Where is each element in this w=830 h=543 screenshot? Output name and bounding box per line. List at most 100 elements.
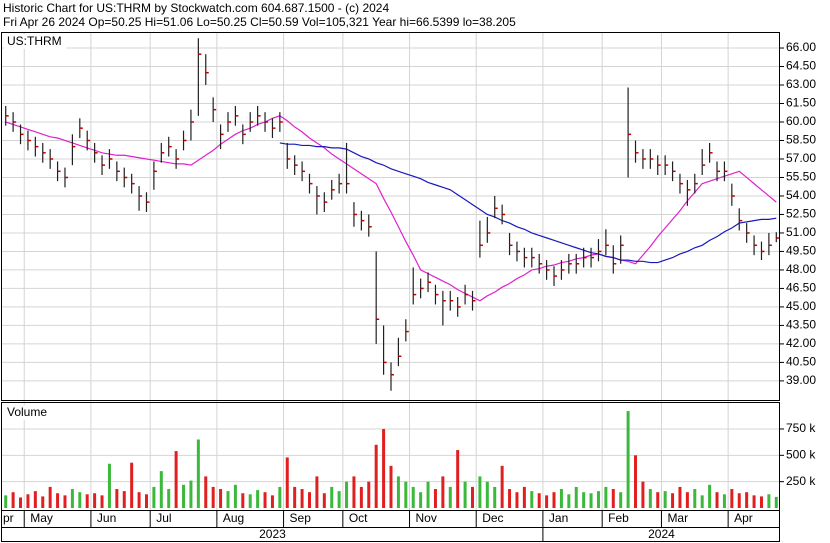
y-tick-label: 46.50: [786, 281, 816, 295]
volume-bar: [382, 428, 386, 508]
x-tick-label: pr: [3, 511, 14, 525]
x-tick-label: Dec: [482, 511, 503, 525]
volume-bar: [708, 484, 712, 508]
volume-bar: [619, 492, 623, 508]
volume-bar: [493, 486, 497, 508]
volume-bar: [485, 481, 489, 508]
volume-bar: [663, 491, 667, 508]
volume-bar: [700, 495, 704, 508]
volume-bar: [352, 476, 356, 508]
volume-bar: [70, 489, 74, 508]
y-tick-label: 45.00: [786, 299, 816, 313]
volume-bar: [270, 495, 274, 508]
volume-bar: [456, 450, 460, 508]
y-tick-label: 57.00: [786, 151, 816, 165]
symbol-label-bg: [4, 34, 66, 49]
volume-bar: [152, 486, 156, 508]
price-panel-frame: [1, 32, 780, 401]
volume-bar: [263, 492, 267, 508]
volume-bar: [567, 494, 571, 508]
volume-bar: [293, 486, 297, 508]
volume-bar: [93, 493, 97, 508]
volume-bar: [85, 494, 89, 508]
volume-bar: [448, 486, 452, 508]
volume-bar: [596, 491, 600, 508]
y-tick-label: 58.50: [786, 133, 816, 147]
volume-bar: [441, 476, 445, 508]
volume-bar: [471, 486, 475, 508]
volume-bar: [19, 497, 23, 508]
volume-bar: [693, 489, 697, 508]
volume-bar: [678, 486, 682, 508]
volume-bar: [359, 486, 363, 508]
volume-bar: [189, 480, 193, 508]
y-tick-label: 66.00: [786, 40, 816, 54]
volume-bar: [574, 486, 578, 508]
volume-bar: [545, 495, 549, 508]
volume-bar: [233, 484, 237, 508]
volume-bar: [4, 495, 8, 508]
y-tick-label: 63.00: [786, 77, 816, 91]
volume-bar: [159, 471, 163, 508]
year-label: 2023: [259, 527, 286, 541]
volume-bar: [367, 481, 371, 508]
volume-bar: [463, 481, 467, 508]
volume-bar: [182, 484, 186, 508]
x-tick-label: Nov: [416, 511, 437, 525]
volume-bar: [285, 457, 289, 508]
header-line-2: Fri Apr 26 2024 Op=50.25 Hi=51.06 Lo=50.…: [3, 15, 516, 29]
volume-bar: [389, 465, 393, 508]
date-axis-frame: [1, 510, 780, 542]
y-tick-label: 60.00: [786, 114, 816, 128]
volume-bar: [130, 462, 134, 508]
volume-bar: [322, 493, 326, 508]
volume-bar: [715, 492, 719, 508]
volume-bar: [374, 444, 378, 508]
volume-bar: [656, 492, 660, 508]
volume-bar: [752, 495, 756, 508]
y-tick-label: 43.50: [786, 318, 816, 332]
volume-bar: [41, 496, 45, 508]
volume-bar: [204, 476, 208, 508]
volume-bar: [315, 476, 319, 508]
volume-label-bg: [4, 405, 56, 420]
volume-bar: [722, 494, 726, 508]
y-tick-label: 42.00: [786, 336, 816, 350]
volume-bar: [56, 493, 60, 508]
moving-average-line: [279, 142, 777, 264]
volume-bar: [559, 489, 563, 508]
x-tick-label: Aug: [223, 511, 244, 525]
volume-bar: [515, 492, 519, 508]
volume-bar: [211, 486, 215, 508]
y-tick-label: 49.50: [786, 244, 816, 258]
volume-bar: [63, 495, 67, 508]
x-tick-label: Jan: [549, 511, 568, 525]
volume-bar: [500, 465, 504, 508]
volume-bar: [396, 476, 400, 508]
volume-bar: [433, 489, 437, 508]
volume-bar: [107, 463, 111, 508]
volume-bar: [685, 492, 689, 508]
volume-bar: [278, 486, 282, 508]
y-tick-label: 61.50: [786, 96, 816, 110]
volume-bar: [330, 486, 334, 508]
volume-bar: [26, 494, 30, 508]
moving-average-line: [5, 115, 777, 302]
y-tick-label: 48.00: [786, 262, 816, 276]
volume-bar: [552, 492, 556, 508]
year-label: 2024: [648, 527, 675, 541]
volume-bar: [48, 486, 52, 508]
volume-bar: [419, 492, 423, 508]
volume-bar: [604, 486, 608, 508]
volume-bar: [589, 493, 593, 508]
volume-y-tick-label: 250 k: [786, 474, 816, 488]
volume-bar: [641, 481, 645, 508]
volume-bar: [759, 496, 763, 508]
symbol-label: US:THRM: [7, 34, 62, 48]
volume-bar: [241, 493, 245, 508]
volume-bar: [634, 455, 638, 508]
volume-bar: [78, 492, 82, 508]
volume-bar: [537, 493, 541, 508]
